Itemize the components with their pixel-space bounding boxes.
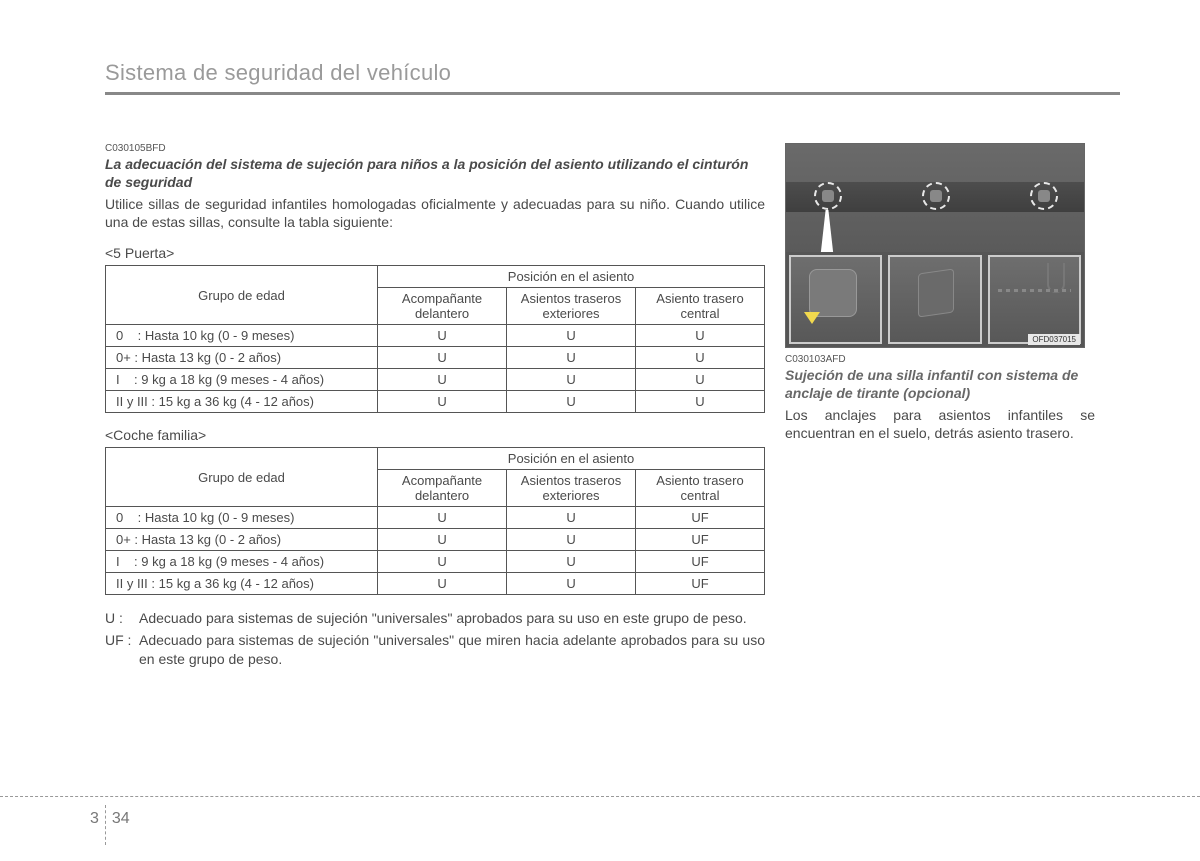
page-number: 3 34 [90, 805, 130, 833]
row-label: II y III : 15 kg a 36 kg (4 - 12 años) [106, 573, 378, 595]
cell-value: U [636, 369, 765, 391]
table-label: <5 Puerta> [105, 245, 765, 261]
col-header: Asiento trasero central [636, 288, 765, 325]
table-row: 0+ : Hasta 13 kg (0 - 2 años)UUU [106, 347, 765, 369]
cell-value: U [378, 573, 507, 595]
seating-table: Grupo de edadPosición en el asientoAcomp… [105, 447, 765, 595]
page-separator [105, 805, 106, 845]
legend-text: Adecuado para sistemas de sujeción "univ… [139, 631, 765, 669]
content-area: C030105BFD La adecuación del sistema de … [105, 143, 1120, 672]
cell-value: U [378, 325, 507, 347]
table-label: <Coche familia> [105, 427, 765, 443]
cell-value: U [507, 529, 636, 551]
col-header-position: Posición en el asiento [378, 266, 765, 288]
cell-value: U [507, 391, 636, 413]
seating-table: Grupo de edadPosición en el asientoAcomp… [105, 265, 765, 413]
row-label: II y III : 15 kg a 36 kg (4 - 12 años) [106, 391, 378, 413]
cell-value: U [378, 551, 507, 573]
col-header: Acompañante delantero [378, 470, 507, 507]
cell-value: U [378, 507, 507, 529]
cell-value: U [636, 325, 765, 347]
cell-value: UF [636, 529, 765, 551]
row-label: 0+ : Hasta 13 kg (0 - 2 años) [106, 347, 378, 369]
cell-value: U [378, 369, 507, 391]
row-label: I : 9 kg a 18 kg (9 meses - 4 años) [106, 369, 378, 391]
right-section-code: C030103AFD [785, 354, 1095, 365]
section-intro: Utilice sillas de seguridad infantiles h… [105, 195, 765, 231]
figure-panel [789, 255, 882, 344]
legend: U :Adecuado para sistemas de sujeción "u… [105, 609, 765, 669]
left-column: C030105BFD La adecuación del sistema de … [105, 143, 765, 672]
page-title: Sistema de seguridad del vehículo [105, 60, 1120, 86]
cell-value: U [507, 507, 636, 529]
anchor-point-icon [814, 182, 842, 210]
footer-rule [0, 796, 1200, 797]
page-number-value: 34 [112, 810, 130, 828]
row-label: 0 : Hasta 10 kg (0 - 9 meses) [106, 507, 378, 529]
right-section-body: Los anclajes para asientos infantiles se… [785, 406, 1095, 442]
table-row: II y III : 15 kg a 36 kg (4 - 12 años)UU… [106, 573, 765, 595]
title-rule [105, 92, 1120, 95]
cell-value: U [507, 369, 636, 391]
col-header: Acompañante delantero [378, 288, 507, 325]
legend-text: Adecuado para sistemas de sujeción "univ… [139, 609, 765, 628]
col-header: Asiento trasero central [636, 470, 765, 507]
col-header-group: Grupo de edad [106, 448, 378, 507]
table-row: 0+ : Hasta 13 kg (0 - 2 años)UUUF [106, 529, 765, 551]
col-header-group: Grupo de edad [106, 266, 378, 325]
cell-value: U [507, 551, 636, 573]
cell-value: U [507, 325, 636, 347]
anchor-point-icon [922, 182, 950, 210]
legend-row: U :Adecuado para sistemas de sujeción "u… [105, 609, 765, 628]
table-row: 0 : Hasta 10 kg (0 - 9 meses)UUU [106, 325, 765, 347]
table-row: I : 9 kg a 18 kg (9 meses - 4 años)UUU [106, 369, 765, 391]
table-row: II y III : 15 kg a 36 kg (4 - 12 años)UU… [106, 391, 765, 413]
legend-row: UF :Adecuado para sistemas de sujeción "… [105, 631, 765, 669]
cell-value: U [378, 347, 507, 369]
table-row: I : 9 kg a 18 kg (9 meses - 4 años)UUUF [106, 551, 765, 573]
cell-value: U [636, 347, 765, 369]
col-header: Asientos traseros exteriores [507, 470, 636, 507]
table-row: 0 : Hasta 10 kg (0 - 9 meses)UUUF [106, 507, 765, 529]
figure-code: OFD037015 [1028, 334, 1080, 345]
cell-value: U [636, 391, 765, 413]
cell-value: UF [636, 551, 765, 573]
chapter-number: 3 [90, 810, 99, 828]
legend-key: U : [105, 609, 139, 628]
cell-value: U [507, 347, 636, 369]
figure-panel [888, 255, 981, 344]
right-section-heading: Sujeción de una silla infantil con siste… [785, 367, 1095, 402]
figure-panel [988, 255, 1081, 344]
anchor-figure: OFD037015 [785, 143, 1085, 348]
col-header-position: Posición en el asiento [378, 448, 765, 470]
row-label: 0 : Hasta 10 kg (0 - 9 meses) [106, 325, 378, 347]
col-header: Asientos traseros exteriores [507, 288, 636, 325]
anchor-point-icon [1030, 182, 1058, 210]
cell-value: U [378, 391, 507, 413]
section-code: C030105BFD [105, 143, 765, 154]
legend-key: UF : [105, 631, 139, 669]
row-label: 0+ : Hasta 13 kg (0 - 2 años) [106, 529, 378, 551]
cell-value: UF [636, 507, 765, 529]
cell-value: UF [636, 573, 765, 595]
right-column: OFD037015 C030103AFD Sujeción de una sil… [785, 143, 1095, 672]
cell-value: U [507, 573, 636, 595]
section-heading: La adecuación del sistema de sujeción pa… [105, 156, 765, 191]
cell-value: U [378, 529, 507, 551]
row-label: I : 9 kg a 18 kg (9 meses - 4 años) [106, 551, 378, 573]
